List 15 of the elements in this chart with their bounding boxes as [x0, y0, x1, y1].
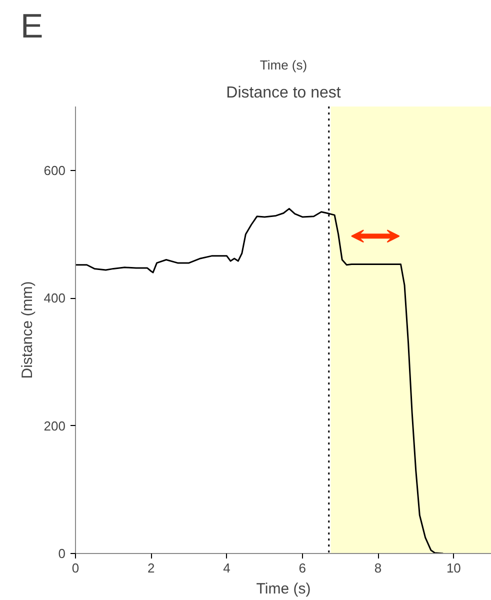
text: Time (s): [260, 58, 308, 72]
y-axis-title: Distance (mm): [18, 281, 36, 379]
x-tick-label: 8: [374, 560, 382, 576]
text: E: [20, 8, 44, 46]
y-tick-label: 200: [44, 418, 66, 434]
x-axis-title: Time (s): [256, 580, 311, 598]
y-tick-label: 600: [44, 162, 66, 178]
chart-title: Distance to nest: [226, 84, 342, 102]
y-tick-label: 0: [58, 546, 66, 561]
x-tick-label: 0: [72, 560, 80, 576]
x-tick-label: 6: [298, 560, 306, 576]
x-tick-label: 4: [223, 560, 230, 576]
y-tick-label: 400: [44, 290, 66, 306]
x-tick-label: 2: [148, 560, 155, 576]
x-tick-label: 10: [446, 560, 461, 576]
